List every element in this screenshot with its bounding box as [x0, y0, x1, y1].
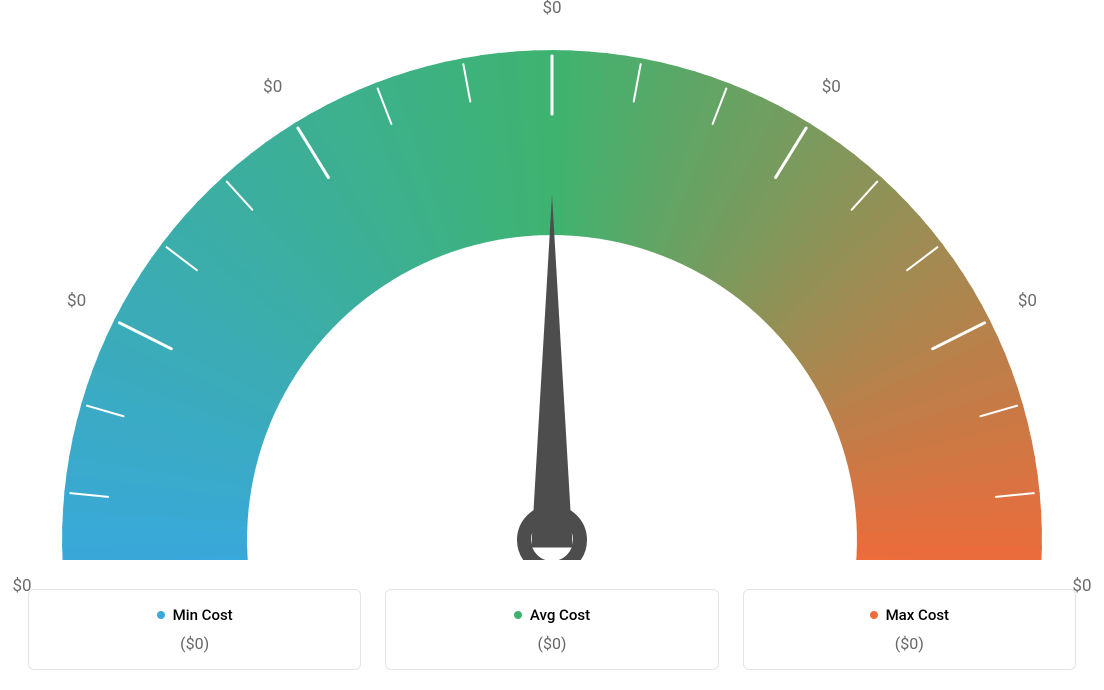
legend-dot-avg: [514, 611, 522, 619]
gauge-tick-label: $0: [263, 77, 282, 97]
legend-title-max: Max Cost: [870, 606, 950, 624]
legend-card-max: Max Cost ($0): [743, 589, 1076, 670]
gauge-tick-label: $0: [1018, 291, 1037, 311]
legend-dot-max: [870, 611, 878, 619]
legend-label-avg: Avg Cost: [530, 606, 590, 624]
legend-label-min: Min Cost: [173, 606, 233, 624]
gauge-tick-label: $0: [67, 291, 86, 311]
legend-title-avg: Avg Cost: [514, 606, 590, 624]
gauge-tick-label: $0: [542, 0, 561, 18]
legend-value-max: ($0): [744, 634, 1075, 653]
legend-title-min: Min Cost: [157, 606, 233, 624]
legend-card-min: Min Cost ($0): [28, 589, 361, 670]
gauge-needle: [531, 195, 572, 548]
legend-value-min: ($0): [29, 634, 360, 653]
legend-value-avg: ($0): [386, 634, 717, 653]
cost-gauge-container: $0$0$0$0$0$0$0 Min Cost ($0) Avg Cost ($…: [0, 0, 1104, 690]
legend-card-avg: Avg Cost ($0): [385, 589, 718, 670]
legend-dot-min: [157, 611, 165, 619]
legend-row: Min Cost ($0) Avg Cost ($0) Max Cost ($0…: [28, 589, 1076, 670]
gauge-chart: $0$0$0$0$0$0$0: [22, 0, 1082, 560]
gauge-tick-label: $0: [822, 77, 841, 97]
gauge-svg: [22, 0, 1082, 560]
legend-label-max: Max Cost: [886, 606, 950, 624]
